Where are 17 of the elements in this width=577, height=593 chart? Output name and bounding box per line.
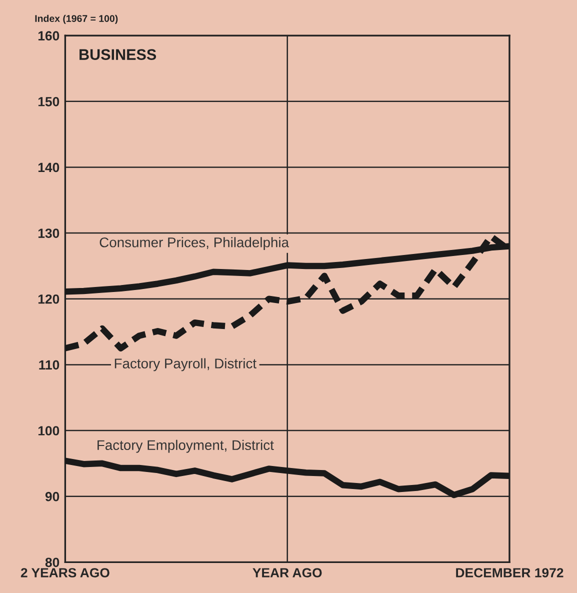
y-tick-label: 140 (38, 162, 60, 172)
y-tick-label: 80 (45, 558, 60, 568)
y-tick-label: 160 (38, 31, 60, 40)
series-label: Consumer Prices, Philadelphia (100, 237, 290, 250)
y-tick-label: 110 (39, 360, 60, 370)
x-tick-label: 2 YEARS AGO (20, 568, 110, 578)
series-label: Factory Employment, District (98, 440, 274, 453)
y-tick-label: 120 (38, 294, 60, 304)
x-tick-label: YEAR AGO (252, 568, 322, 578)
text: BUSINESS (80, 49, 156, 60)
x-tick-label: DECEMBER 1972 (456, 568, 564, 578)
y-tick-label: 100 (38, 426, 60, 436)
series-label: Factory Payroll, District (114, 358, 256, 372)
y-axis-title: Index (1967 = 100) (35, 14, 118, 24)
y-tick-label: 150 (38, 96, 60, 106)
y-tick-label: 130 (38, 228, 60, 238)
y-tick-label: 90 (45, 492, 60, 502)
